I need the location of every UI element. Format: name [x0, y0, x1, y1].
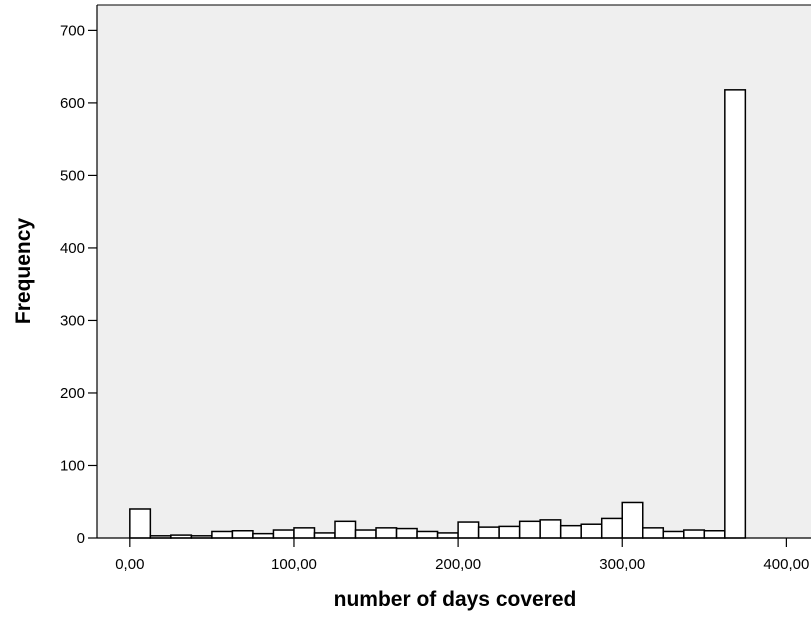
y-tick-label: 200: [60, 385, 85, 402]
histogram-bar: [375, 527, 398, 539]
histogram-bar: [539, 519, 562, 539]
histogram-bar: [457, 521, 480, 539]
y-tick-label: 500: [60, 167, 85, 184]
histogram-bar: [313, 532, 336, 539]
histogram-bar: [724, 89, 747, 539]
y-tick-label: 100: [60, 457, 85, 474]
histogram-bar: [252, 532, 275, 539]
histogram-bar: [703, 530, 726, 539]
histogram-bar: [580, 523, 603, 539]
histogram-bar: [272, 529, 295, 539]
x-tick-label: 0,00: [115, 556, 144, 573]
y-axis-ticks: 0 100 200 300 400 500 600 700: [60, 22, 97, 547]
histogram-bars: [129, 89, 747, 539]
x-tick-label: 100,00: [271, 556, 317, 573]
histogram-bar: [129, 508, 152, 539]
x-axis-ticks: 0,00 100,00 200,00 300,00 400,00: [115, 538, 809, 573]
x-tick-label: 400,00: [763, 556, 809, 573]
y-tick-label: 600: [60, 95, 85, 112]
x-tick-label: 200,00: [435, 556, 481, 573]
plot-area: [97, 5, 811, 538]
histogram-bar: [683, 529, 706, 539]
histogram-bar: [436, 532, 459, 539]
histogram-bar: [293, 527, 316, 539]
y-tick-label: 400: [60, 240, 85, 257]
histogram-bar: [518, 520, 541, 539]
y-tick-label: 0: [77, 530, 85, 547]
histogram-bar: [231, 530, 254, 539]
histogram-bar: [662, 530, 685, 539]
x-axis-title: number of days covered: [334, 588, 577, 611]
y-tick-label: 300: [60, 312, 85, 329]
histogram-bar: [334, 520, 357, 539]
histogram-bar: [211, 530, 234, 539]
histogram-bar: [416, 530, 439, 539]
histogram-bar: [559, 524, 582, 539]
histogram-bar: [642, 527, 665, 539]
histogram-bar: [621, 501, 644, 539]
histogram-bar: [354, 529, 377, 539]
histogram-bar: [477, 526, 500, 539]
histogram-bar: [395, 527, 418, 539]
y-axis-title: Frequency: [12, 218, 35, 325]
histogram-bar: [498, 525, 521, 539]
y-tick-label: 700: [60, 22, 85, 39]
x-tick-label: 300,00: [599, 556, 645, 573]
histogram-bar: [600, 517, 623, 539]
